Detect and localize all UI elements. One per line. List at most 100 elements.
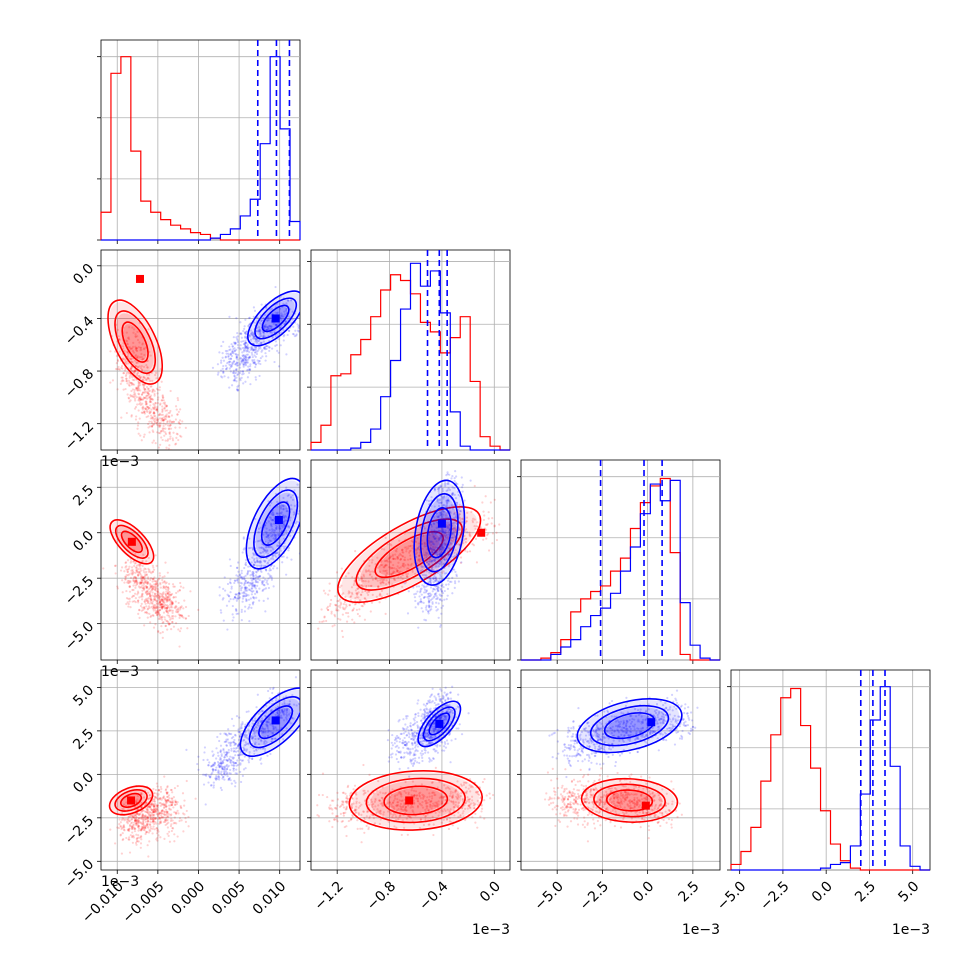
series_a-contour [348,770,483,831]
series_b-density [576,698,683,754]
series_b-peak [274,516,283,524]
hist-series-b-p1 [101,56,301,241]
y-tick-label-p4: −2.5 [62,813,97,848]
y-tick-label-p3: 0.0 [70,528,97,555]
scatter-panel-frame [520,669,721,871]
hist-panel-p1 [97,39,301,244]
series_a-density [580,777,679,823]
series_b-peak [435,719,444,728]
series_a-contour [114,524,149,559]
x-tick-label-p4: −5.0 [714,878,749,913]
series_b-peak [271,314,280,323]
scatter-panel-frame [310,459,511,661]
hist-series-b-p2 [311,262,510,451]
series_a-density [348,770,483,831]
series_a-contour [120,792,143,809]
series_a-peak [641,801,650,810]
series_b-peak [647,718,656,727]
scatter-panel-frame [100,459,301,661]
series_a-peak [127,537,136,546]
series_b-contour [589,704,670,747]
series_b-contour [419,493,459,573]
scatter-panel-p1-p4 [97,669,301,874]
series_a-contour [120,530,143,554]
y-offset-label-p4: 1e−3 [101,874,139,890]
scatter-panel-p1-p3 [97,459,301,664]
series_a-points [109,321,187,450]
x-tick-label-p4: −2.5 [757,878,792,913]
series_a-points [109,775,197,858]
series_a-contour [383,785,449,816]
series_a-peak [405,796,414,805]
series_b-peak [271,716,280,725]
y-tick-label-p4: 2.5 [70,726,97,753]
x-tick-label-p2: −0.8 [364,878,399,913]
series_a-contour [355,518,463,591]
series_b-contour [239,687,300,757]
series_b-contour [245,477,300,570]
series_a-contour [580,777,679,823]
x-tick-label-p3: 0.0 [630,878,657,905]
y-tick-label-p2: 0.0 [70,261,97,288]
series_b-contour [428,712,451,736]
series_b-contour [247,290,300,347]
series_b-contour [248,696,300,749]
series_b-density [413,479,466,586]
scatter-panel-p3-p4 [517,669,721,874]
hist-panel-p3 [517,459,721,664]
y-tick-label-p4: 5.0 [70,682,97,709]
scatter-panel-frame [310,669,511,871]
x-tick-label-p4: 0.0 [809,878,836,905]
y-tick-label-p3: 2.5 [70,482,97,509]
series_a-contour [108,785,154,816]
series_b-contour [426,506,453,559]
y-tick-label-p3: −2.5 [62,573,97,608]
x-tick-label-p3: −5.0 [532,878,567,913]
series_b-contour [254,297,298,340]
scatter-panel-p2-p4 [307,669,511,874]
series_b-contour [576,698,683,754]
x-tick-label-p2: −0.4 [416,878,451,913]
series_b-contour [258,705,294,740]
x-tick-label-p1: 0.000 [169,878,209,918]
y-tick-label-p4: −5.0 [62,856,97,891]
hist-series-a-p1 [100,56,300,241]
x-tick-label-p1: 0.010 [250,878,290,918]
x-tick-label-p3: 2.5 [676,878,703,905]
series_b-peak [437,519,446,528]
series_b-contour [422,706,456,742]
hist-series-a-p4 [730,687,930,871]
series_a-points [102,540,200,648]
series_a-contour [593,783,666,818]
series_b-contour [413,479,466,586]
y-offset-label-p3: 1e−3 [101,664,139,680]
x-offset-label-p2: 1e−3 [472,922,510,938]
series_a-density [107,299,164,385]
series_b-contour [260,501,291,546]
series_a-density [337,506,482,604]
series_a-contour [365,777,466,824]
series_a-contour [337,506,482,604]
y-tick-label-p4: 0.0 [70,769,97,796]
series_a-contour [114,789,148,812]
y-offset-label-p2: 1e−3 [101,454,139,470]
scatter-panel-frame [100,249,301,451]
hist-series-b-p4 [731,686,930,871]
y-tick-label-p2: −0.8 [62,366,97,401]
hist-series-b-p3 [521,479,720,661]
x-tick-label-p3: −2.5 [577,878,612,913]
series_a-contour [114,310,157,375]
series_a-peak [135,274,144,283]
hist-panel-p4 [727,669,931,874]
scatter-panel-p2-p3 [307,459,511,664]
x-offset-label-p3: 1e−3 [682,922,720,938]
scatter-panel-frame [100,669,301,871]
y-tick-label-p2: −1.2 [62,419,97,454]
series_a-peak [127,796,136,805]
series_b-contour [261,304,290,333]
x-tick-label-p1: 0.005 [209,878,249,918]
x-tick-label-p4: 2.5 [852,878,879,905]
hist-panel-p2 [307,249,511,454]
series_b-contour [253,489,299,558]
